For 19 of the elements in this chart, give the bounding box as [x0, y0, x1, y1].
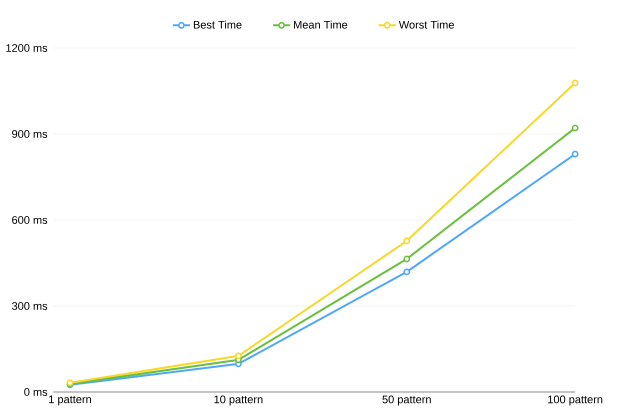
legend-label: Best Time — [194, 20, 242, 29]
y-tick-label: 300 ms — [12, 302, 48, 310]
y-tick-label: 600 ms — [12, 216, 48, 224]
point — [572, 80, 579, 86]
x-tick-label: 1 pattern — [49, 396, 91, 406]
x-tick-label: 10 pattern — [214, 396, 262, 406]
x-tick-label: 100 pattern — [548, 396, 602, 406]
x-tick-label: 50 pattern — [382, 396, 431, 406]
point — [572, 150, 579, 158]
y-tick-label: 900 ms — [12, 130, 48, 138]
y-tick-label: 0 ms — [24, 388, 48, 396]
point — [234, 352, 242, 360]
legend-label: Mean Time — [294, 20, 348, 29]
y-tick-label: 1200 ms — [6, 44, 48, 52]
point — [403, 238, 410, 244]
legend-label: Worst Time — [398, 20, 454, 29]
point — [403, 256, 410, 262]
point — [403, 268, 410, 276]
point — [572, 124, 579, 132]
